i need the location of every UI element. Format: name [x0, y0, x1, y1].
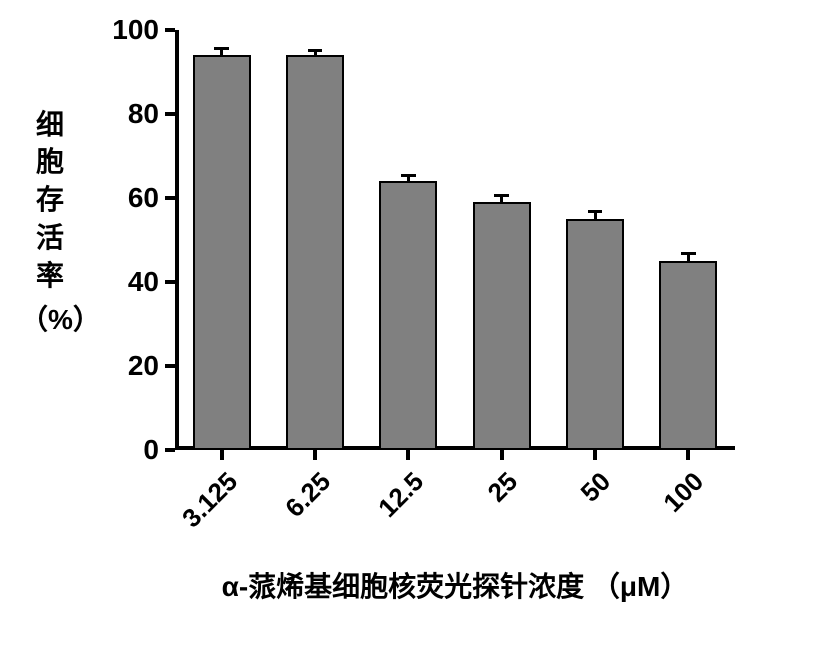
y-tick-label: 20 — [128, 350, 159, 382]
error-bar-cap — [494, 194, 508, 197]
bar — [566, 219, 624, 450]
y-tick — [165, 28, 175, 32]
viability-bar-chart: 细胞存活率 （%） α-蒎烯基细胞核荧光探针浓度 （μM） 0 20 40 60 80 1… — [0, 0, 814, 650]
bar — [473, 202, 531, 450]
y-axis-title: 细胞存活率 （%） — [20, 106, 80, 339]
x-axis-title: α-蒎烯基细胞核荧光探针浓度 （μM） — [222, 565, 689, 605]
y-tick-label: 40 — [128, 266, 159, 298]
x-tick — [500, 450, 504, 460]
bar — [659, 261, 717, 450]
x-tick — [220, 450, 224, 460]
y-tick-label: 60 — [128, 182, 159, 214]
x-tick — [406, 450, 410, 460]
y-tick-label: 80 — [128, 98, 159, 130]
x-tick-label: 100 — [658, 466, 711, 519]
plot-area — [175, 30, 735, 450]
x-tick-label: 50 — [575, 466, 617, 508]
x-tick-label: 12.5 — [373, 466, 431, 524]
y-tick — [165, 196, 175, 200]
error-bar-cap — [588, 210, 602, 213]
y-tick — [165, 448, 175, 452]
x-tick-label: 3.125 — [176, 466, 244, 534]
bar — [193, 55, 251, 450]
bar — [379, 181, 437, 450]
y-tick — [165, 364, 175, 368]
x-tick-label: 25 — [481, 466, 523, 508]
error-bar-cap — [214, 47, 228, 50]
y-tick-label: 100 — [112, 14, 159, 46]
error-bar-cap — [308, 49, 322, 52]
error-bar-cap — [401, 174, 415, 177]
y-axis-title-unit: （%） — [20, 301, 80, 339]
x-tick — [593, 450, 597, 460]
error-bar-cap — [681, 252, 695, 255]
x-tick-label: 6.25 — [279, 466, 337, 524]
bar — [286, 55, 344, 450]
y-tick — [165, 280, 175, 284]
y-axis-title-text: 细胞存活率 — [20, 106, 80, 295]
y-tick-label: 0 — [143, 434, 159, 466]
x-tick — [686, 450, 690, 460]
y-tick — [165, 112, 175, 116]
x-tick — [313, 450, 317, 460]
